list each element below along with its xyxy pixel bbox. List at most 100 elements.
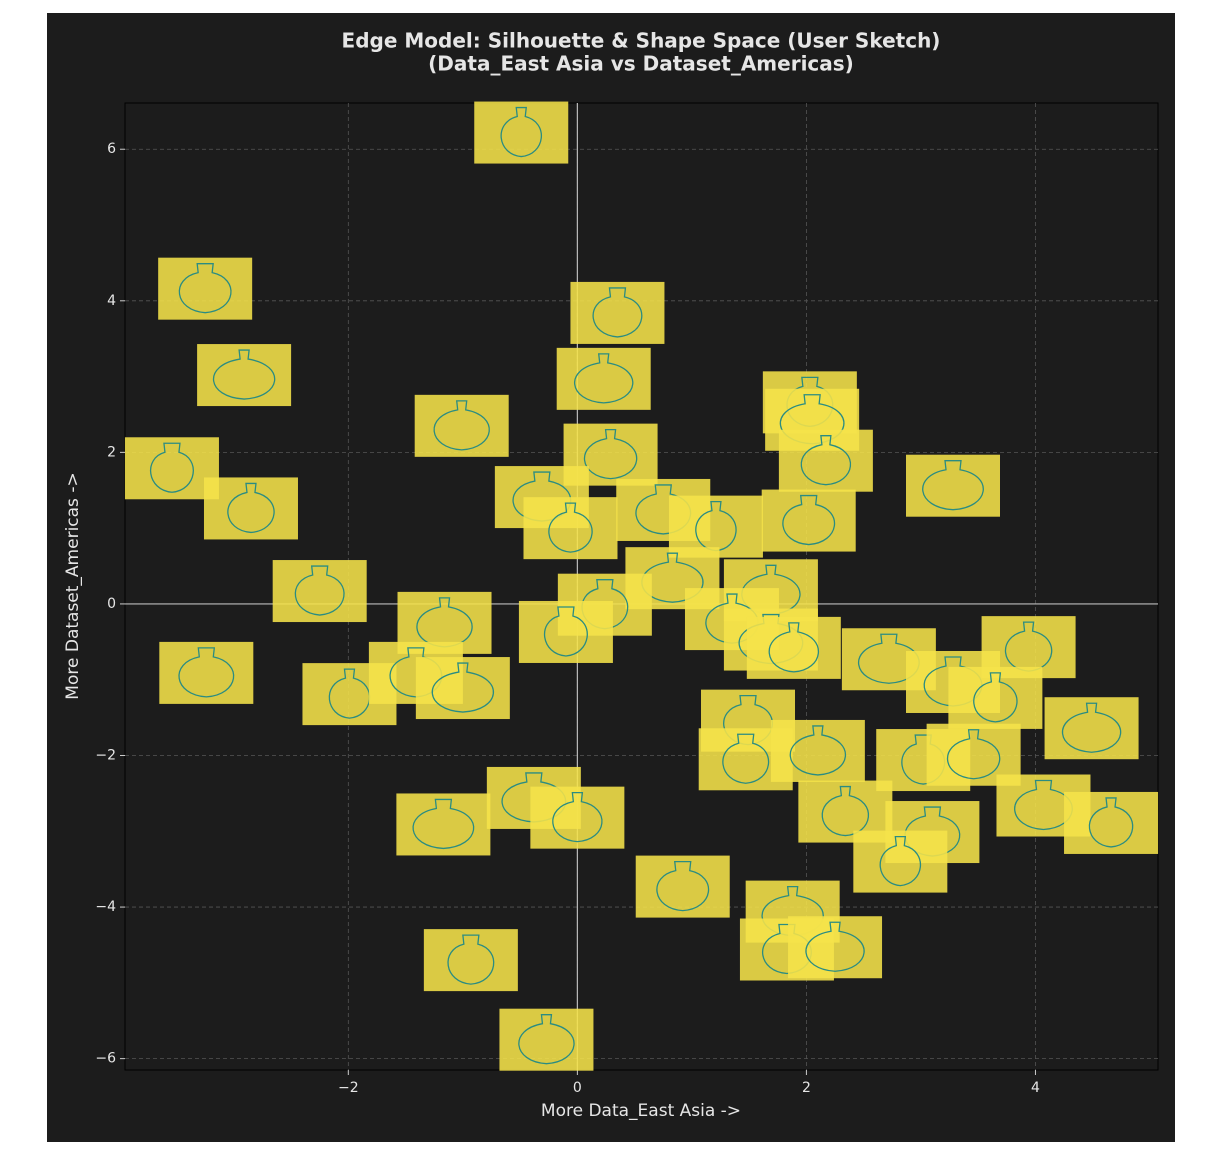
thumbnail [396, 793, 491, 856]
vase-outline [178, 647, 235, 698]
thumbnail [272, 560, 367, 623]
thumbnail-background [853, 830, 948, 893]
y-tick-label: −6 [95, 1051, 116, 1067]
vase-outline [805, 921, 865, 972]
thumbnail [1044, 697, 1139, 760]
vase-outline [543, 606, 588, 657]
y-tick-label: −4 [95, 899, 116, 915]
vase-outline [722, 733, 770, 784]
thumbnail-background [556, 347, 651, 410]
vase-outline [149, 442, 194, 493]
thumbnail-background [948, 666, 1043, 729]
x-tick-label: 2 [802, 1080, 811, 1096]
thumbnail-background [499, 1008, 594, 1071]
thumbnail-background [197, 344, 292, 407]
chart-subtitle: (Data_East Asia vs Dataset_Americas) [428, 52, 854, 76]
thumbnail-background [396, 793, 491, 856]
vase-outline [574, 353, 634, 404]
y-tick-label: 0 [107, 596, 116, 612]
vase-outline [789, 725, 847, 776]
thumbnail [570, 281, 665, 344]
vase-outline [821, 785, 870, 837]
vase-outline [328, 668, 371, 719]
vase-outline [922, 460, 984, 511]
thumbnail-background [788, 916, 883, 979]
thumbnail-background [159, 641, 254, 704]
vase-outline [431, 662, 495, 713]
thumbnail [746, 616, 841, 679]
thumbnail [556, 347, 651, 410]
vase-outline [1088, 797, 1134, 848]
y-tick-label: 6 [107, 141, 116, 157]
vase-outline [178, 263, 232, 314]
thumbnail [423, 929, 518, 992]
vase-outline [857, 633, 920, 684]
vase-outline [1061, 702, 1122, 753]
vase-outline [227, 482, 275, 534]
thumbnail [1064, 791, 1159, 854]
vase-outline [412, 798, 475, 850]
thumbnail [770, 719, 865, 782]
thumbnail [906, 454, 1001, 517]
thumbnail-background [1064, 791, 1159, 854]
thumbnail [415, 657, 510, 720]
thumbnail-background [761, 489, 856, 552]
thumbnail-background [423, 929, 518, 992]
vase-outline [879, 835, 921, 887]
y-tick-label: 2 [107, 444, 116, 460]
thumbnail-background [158, 257, 253, 320]
thumbnail [948, 666, 1043, 729]
vase-outline [641, 552, 704, 603]
thumbnail [635, 855, 730, 918]
vase-outline [782, 494, 835, 546]
vase-outline [548, 502, 593, 553]
thumbnail-background [635, 855, 730, 918]
thumbnail [499, 1008, 594, 1071]
vase-outline [447, 934, 495, 985]
vase-outline [1014, 779, 1073, 831]
thumbnail-background [415, 657, 510, 720]
thumbnail-background [570, 281, 665, 344]
thumbnail [523, 497, 618, 560]
vase-outline [583, 428, 638, 480]
x-tick-label: −2 [338, 1080, 359, 1096]
thumbnail [203, 477, 298, 540]
x-axis-label: More Data_East Asia -> [541, 1101, 741, 1121]
x-tick-label: 0 [573, 1080, 582, 1096]
thumbnail [197, 344, 292, 407]
thumbnail-background [414, 394, 509, 457]
vase-outline [294, 565, 345, 616]
thumbnail-background [474, 101, 569, 164]
thumbnail [159, 641, 254, 704]
vase-outline [800, 435, 852, 486]
thumbnail [853, 830, 948, 893]
thumbnail [761, 489, 856, 552]
thumbnail-background [770, 719, 865, 782]
vase-outline [500, 106, 542, 158]
thumbnail-background [124, 437, 219, 500]
vase-outline [592, 287, 643, 338]
thumbnail [414, 394, 509, 457]
thumbnail-background [530, 786, 625, 849]
y-axis-label: More Dataset_Americas -> [63, 472, 83, 699]
thumbnail-background [523, 497, 618, 560]
thumbnail [778, 429, 873, 492]
chart-title: Edge Model: Silhouette & Shape Space (Us… [342, 29, 941, 53]
y-tick-label: −2 [95, 747, 116, 763]
vase-outline [518, 1014, 575, 1065]
thumbnail-background [746, 616, 841, 679]
vase-outline [946, 729, 1001, 780]
x-tick-label: 4 [1031, 1080, 1040, 1096]
thumbnail [474, 101, 569, 164]
vase-outline [433, 400, 490, 451]
thumbnail [158, 257, 253, 320]
vase-outline [768, 622, 819, 673]
y-tick-label: 4 [107, 293, 116, 309]
vase-outline [973, 672, 1018, 723]
thumbnail [530, 786, 625, 849]
thumbnail-background [906, 454, 1001, 517]
thumbnail-background [778, 429, 873, 492]
thumbnail-background [518, 600, 613, 663]
thumbnail-background [203, 477, 298, 540]
